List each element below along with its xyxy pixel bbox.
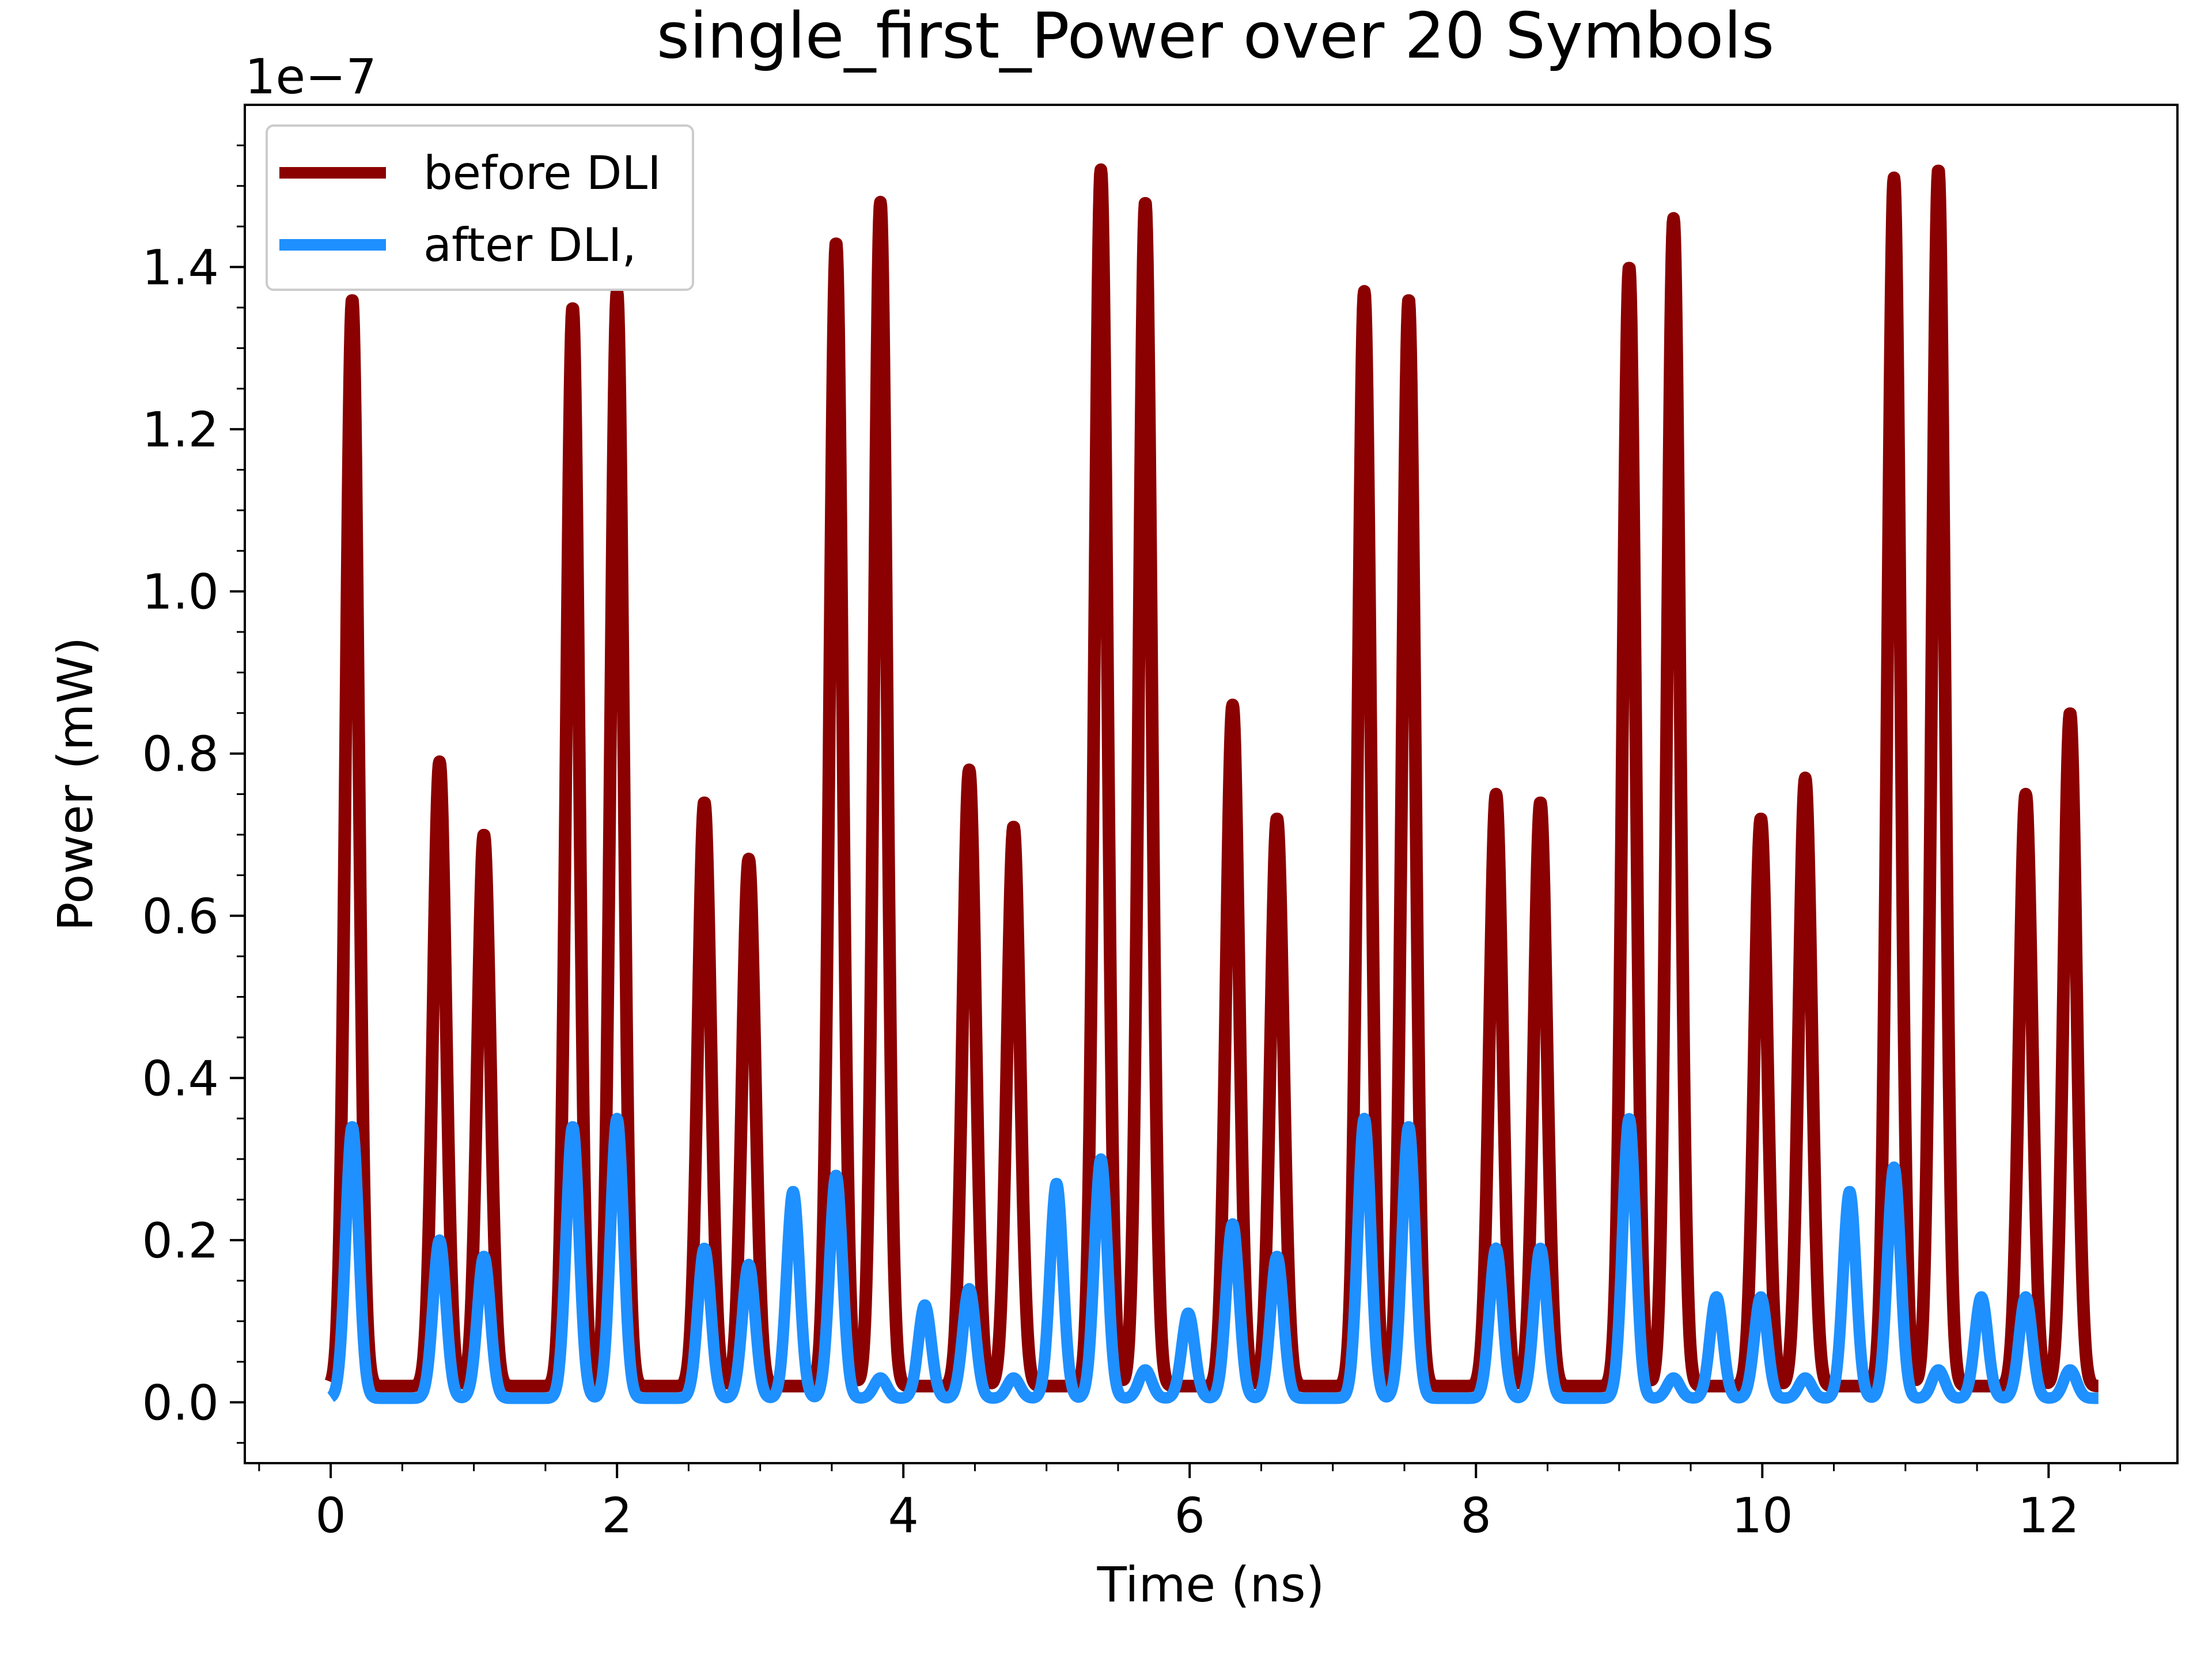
x-axis: 0 2 4 6 8 10 12: [258, 1463, 2122, 1544]
x-tick-label: 4: [888, 1487, 918, 1544]
y-tick-label: 0.4: [142, 1050, 219, 1107]
y-tick-label: 0.6: [142, 888, 219, 945]
y-tick-label: 0.8: [142, 726, 219, 782]
plot-frame: [244, 104, 2179, 1464]
y-axis: 0.0 0.2 0.4 0.6 0.8 1.0 1.2 1.4: [142, 144, 245, 1444]
y-axis-label: Power (mW): [47, 637, 104, 931]
x-tick-label: 12: [2018, 1487, 2080, 1544]
x-tick-label: 10: [1732, 1487, 1793, 1544]
x-axis-label: Time (ns): [1097, 1556, 1325, 1613]
legend: before DLI after DLI,: [266, 124, 694, 291]
x-tick-label: 6: [1174, 1487, 1205, 1544]
y-tick-label: 1.0: [142, 564, 219, 620]
chart-title: single_first_Power over 20 Symbols: [657, 0, 1774, 73]
y-tick-label: 0.2: [142, 1213, 219, 1269]
y-tick-label: 0.0: [142, 1374, 219, 1431]
x-tick-label: 8: [1461, 1487, 1491, 1544]
x-tick-label: 2: [601, 1487, 632, 1544]
legend-label-after-dli: after DLI,: [423, 218, 637, 272]
series-line-after-dli: [325, 1112, 2104, 1404]
legend-label-before-dli: before DLI: [423, 146, 661, 200]
x-tick-label: 0: [315, 1487, 346, 1544]
y-offset-label: 1e−7: [245, 48, 377, 105]
y-tick-label: 1.2: [142, 402, 219, 458]
y-tick-label: 1.4: [142, 240, 219, 296]
